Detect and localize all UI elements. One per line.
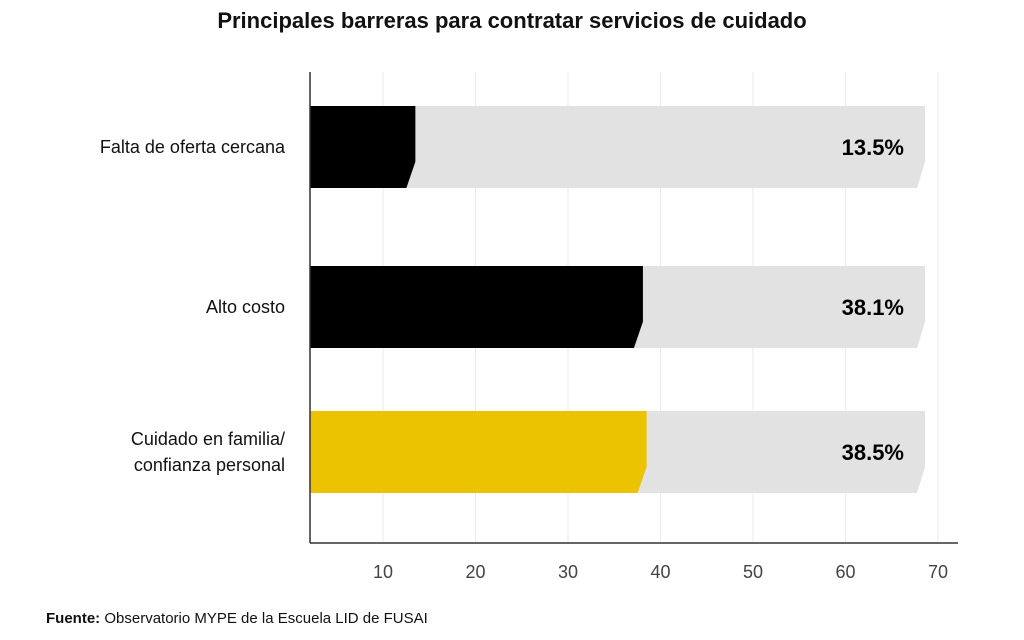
- x-tick-label: 60: [835, 562, 855, 582]
- chart-title: Principales barreras para contratar serv…: [217, 8, 807, 33]
- x-tick-label: 40: [650, 562, 670, 582]
- x-tick-label: 20: [465, 562, 485, 582]
- bar: [310, 106, 416, 188]
- x-tick-label: 50: [743, 562, 763, 582]
- source-text: Observatorio MYPE de la Escuela LID de F…: [104, 610, 428, 627]
- category-label: Cuidado en familia/: [131, 429, 285, 449]
- bar: [310, 266, 643, 348]
- category-label: Alto costo: [206, 297, 285, 317]
- source-label: Fuente:: [46, 610, 101, 627]
- bar: [310, 411, 647, 493]
- value-label: 38.5%: [842, 440, 904, 465]
- category-label: confianza personal: [134, 455, 285, 475]
- category-label: Falta de oferta cercana: [100, 137, 286, 157]
- bar-track: [310, 106, 925, 188]
- x-tick-label: 30: [558, 562, 578, 582]
- x-tick-label: 70: [928, 562, 948, 582]
- value-label: 38.1%: [842, 295, 904, 320]
- x-tick-label: 10: [373, 562, 393, 582]
- source-note: Fuente: Observatorio MYPE de la Escuela …: [46, 610, 428, 627]
- value-label: 13.5%: [842, 135, 904, 160]
